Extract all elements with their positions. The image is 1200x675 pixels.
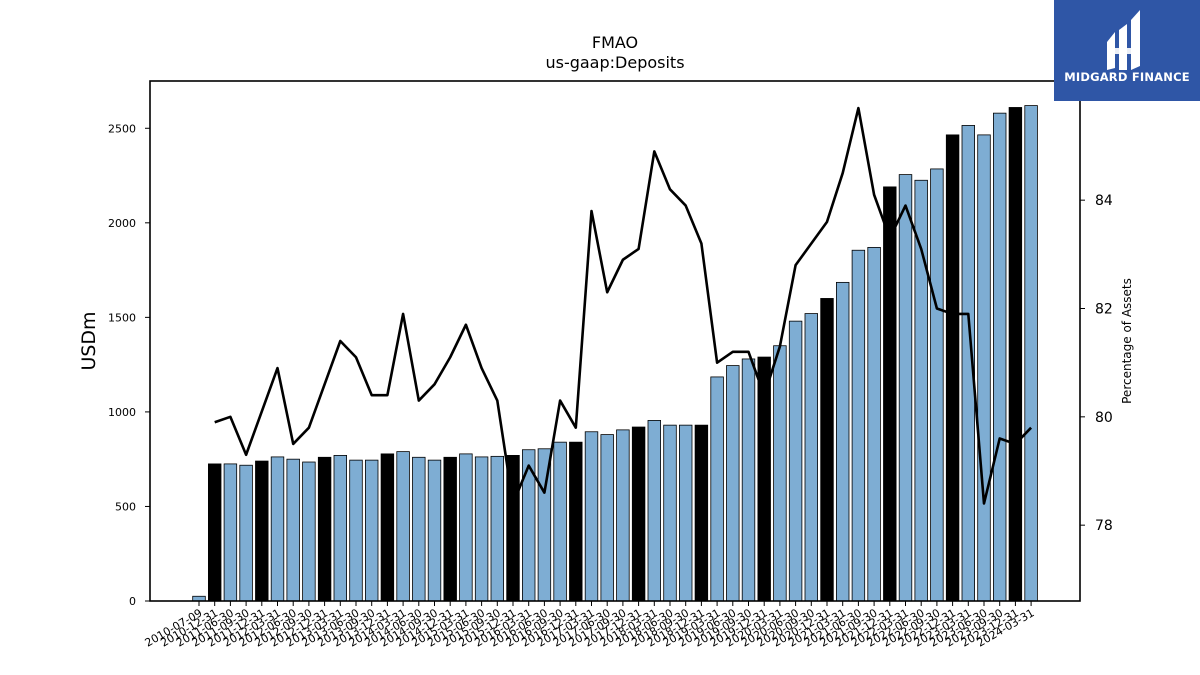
bar-2023-06-30	[977, 134, 991, 602]
bar-2020-12-31	[820, 298, 834, 602]
bar-2017-09-30	[616, 429, 630, 602]
bar-2021-09-30	[867, 246, 881, 602]
bar-2022-09-30	[930, 168, 944, 602]
y2-tick-label: 78	[1095, 518, 1113, 534]
y2-tick-label: 82	[1095, 302, 1113, 318]
y-tick-label: 0	[129, 595, 136, 608]
line-series	[214, 106, 1033, 505]
bar-2014-06-30	[412, 456, 426, 602]
bar-2018-12-31	[694, 424, 709, 602]
bar-2018-03-31	[647, 420, 662, 602]
bar-2013-09-30	[364, 459, 379, 602]
bar-2020-09-30	[804, 313, 819, 602]
bar-2022-12-31	[945, 134, 960, 602]
y2-tick-label: 84	[1095, 193, 1113, 209]
chart-subtitle: us-gaap:Deposits	[545, 53, 684, 72]
bar-2019-03-31	[710, 376, 724, 602]
bar-2021-12-31	[883, 186, 897, 602]
bar-2021-03-31	[836, 281, 850, 602]
bar-2012-06-30	[286, 458, 300, 602]
bar-2020-03-31	[773, 345, 787, 602]
bar-2023-09-30	[993, 112, 1007, 602]
y-axis-label: USDm	[78, 311, 100, 370]
bar-2014-12-31	[443, 456, 457, 602]
left-axis-ticks: 0 500 1000 1500 2000 2500	[108, 122, 150, 608]
bar-2011-09-30	[239, 464, 253, 602]
brand-logo: MIDGARD FINANCE	[1054, 0, 1200, 101]
bar-2012-12-31	[317, 456, 332, 602]
bar-2015-06-30	[474, 456, 489, 602]
logo-name: MIDGARD FINANCE	[1064, 70, 1190, 84]
bar-series	[192, 105, 1038, 602]
bar-2014-03-31	[396, 451, 410, 602]
bar-2023-12-31	[1008, 107, 1023, 602]
y2-tick-label: 80	[1095, 410, 1113, 426]
bar-2015-03-31	[459, 453, 473, 602]
bar-2011-12-31	[255, 460, 269, 602]
y2-axis-label: Percentage of Assets	[1120, 278, 1134, 404]
chart-title: FMAO	[592, 33, 638, 52]
bar-2017-06-30	[600, 434, 614, 602]
bar-2024-03-31	[1024, 105, 1038, 602]
plot-frame	[149, 80, 1081, 602]
bar-2012-09-30	[302, 461, 316, 602]
bar-2022-03-31	[898, 174, 913, 602]
bar-2016-09-30	[553, 441, 567, 602]
right-axis-ticks: 78 80 82 84	[1080, 193, 1113, 534]
bar-2018-06-30	[663, 424, 677, 602]
bar-2011-06-30	[223, 463, 238, 602]
y-tick-label: 500	[115, 500, 136, 513]
bar-2019-09-30	[741, 358, 756, 602]
bar-2021-06-30	[851, 249, 866, 602]
percentage-line	[214, 106, 1033, 505]
bar-2015-09-30	[490, 455, 505, 602]
y-tick-label: 2500	[108, 122, 136, 135]
bar-2019-06-30	[726, 365, 740, 602]
bar-2017-12-31	[631, 426, 646, 602]
bar-2012-03-31	[270, 456, 285, 602]
bar-2016-12-31	[569, 441, 583, 602]
bar-2014-09-30	[427, 459, 442, 602]
bar-2013-03-31	[333, 454, 348, 602]
y-tick-label: 1500	[108, 311, 136, 324]
bar-2018-09-30	[679, 424, 693, 602]
logo-mark-icon	[1107, 10, 1140, 70]
y-tick-label: 1000	[108, 406, 136, 419]
x-axis-ticks: 2010-07-092010-12-312011-06-302011-09-30…	[143, 601, 1037, 650]
bar-2013-06-30	[349, 459, 363, 602]
y-tick-label: 2000	[108, 217, 136, 230]
bar-2017-03-31	[584, 431, 599, 602]
bar-2020-06-30	[788, 320, 803, 602]
bar-2022-06-30	[914, 179, 928, 602]
bar-2013-12-31	[380, 453, 395, 602]
bar-2010-12-31	[207, 463, 222, 602]
